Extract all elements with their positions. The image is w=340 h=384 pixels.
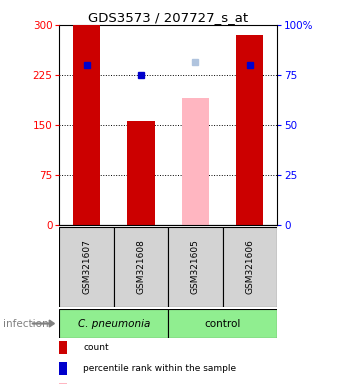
Bar (182, 98, 209, 225)
Text: count: count (83, 343, 109, 352)
Text: GSM321605: GSM321605 (191, 240, 200, 294)
FancyBboxPatch shape (168, 227, 223, 307)
Bar (73, 25, 100, 225)
Text: control: control (205, 318, 241, 329)
Title: GDS3573 / 207727_s_at: GDS3573 / 207727_s_at (88, 11, 248, 24)
FancyBboxPatch shape (59, 309, 168, 338)
Bar (236, 35, 264, 225)
FancyBboxPatch shape (59, 227, 114, 307)
FancyBboxPatch shape (114, 227, 168, 307)
FancyBboxPatch shape (168, 309, 277, 338)
Text: percentile rank within the sample: percentile rank within the sample (83, 364, 236, 373)
Text: GSM321606: GSM321606 (245, 240, 254, 294)
Text: GSM321607: GSM321607 (82, 240, 91, 294)
Text: infection: infection (3, 318, 49, 329)
Text: GSM321608: GSM321608 (137, 240, 146, 294)
Text: C. pneumonia: C. pneumonia (78, 318, 150, 329)
FancyBboxPatch shape (223, 227, 277, 307)
Bar (128, 121, 155, 225)
